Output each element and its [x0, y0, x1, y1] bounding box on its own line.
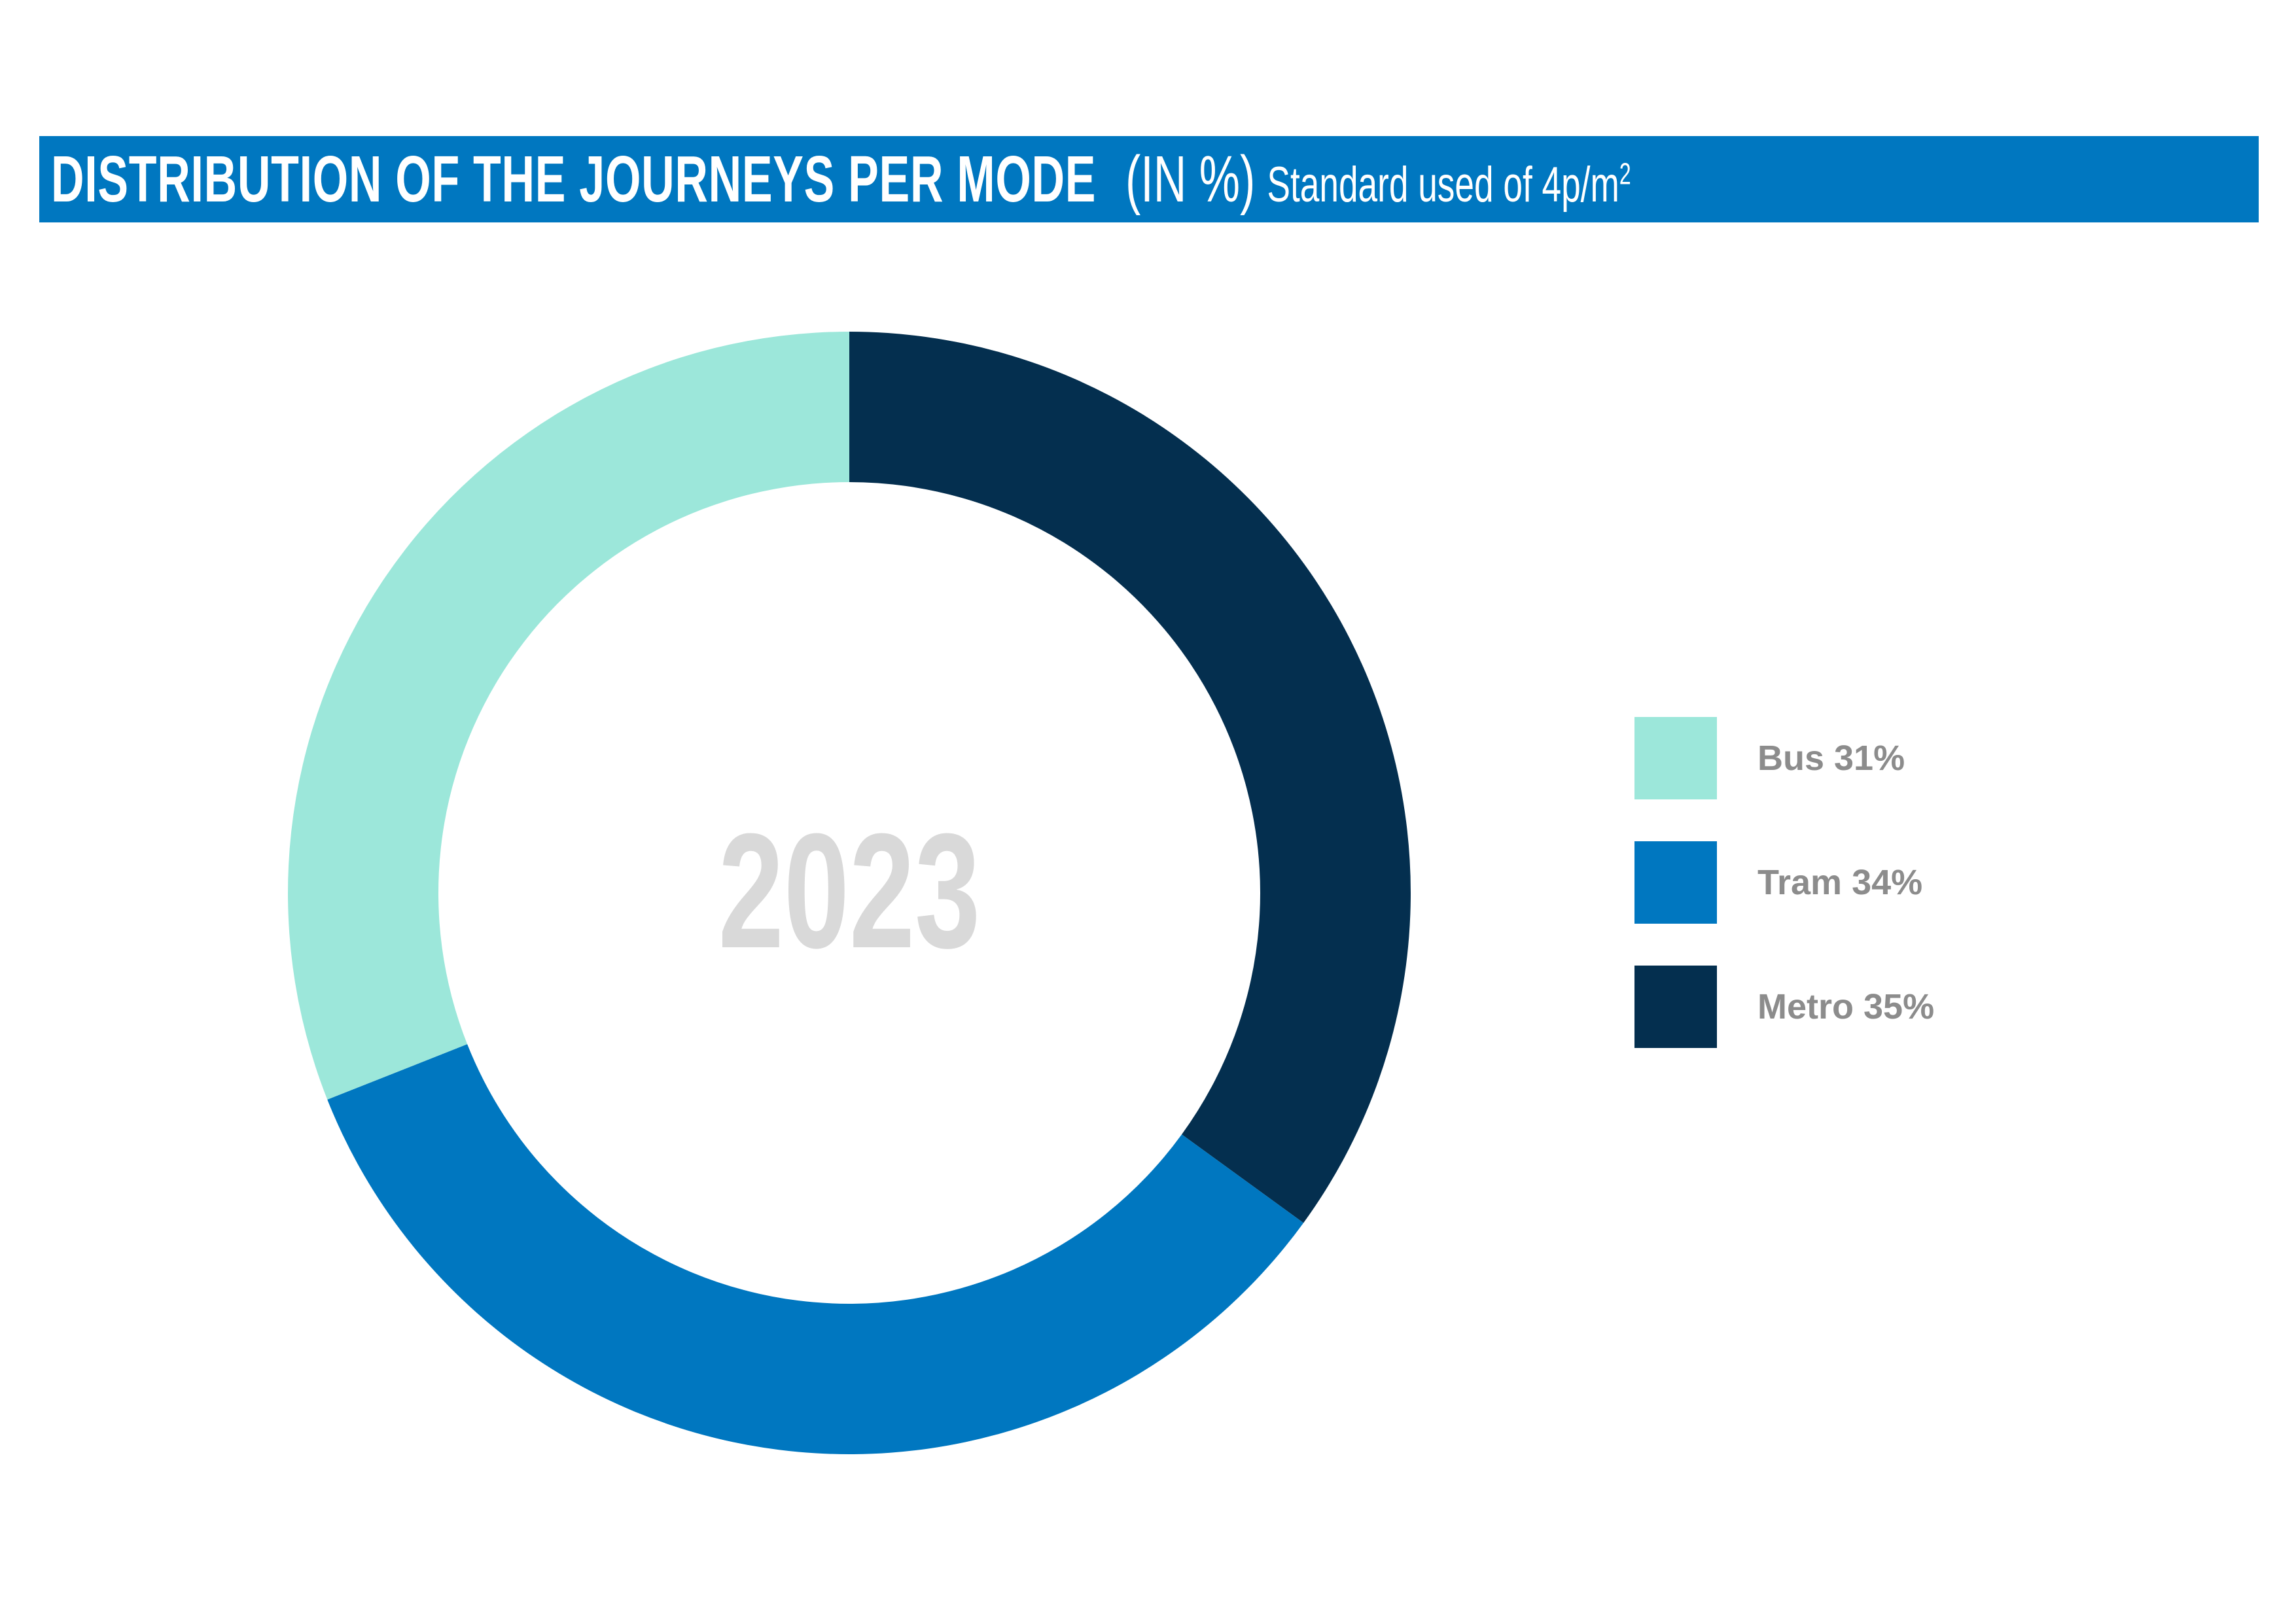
legend-swatch-metro	[1634, 966, 1717, 1048]
donut-slice-bus	[288, 332, 850, 1100]
donut-slices	[288, 332, 1411, 1454]
chart-title: DISTRIBUTION OF THE JOURNEYS PER MODE	[51, 142, 1097, 216]
donut-slice-tram	[327, 1044, 1304, 1454]
legend-label-bus: Bus 31%	[1757, 739, 1905, 778]
legend-label-tram: Tram 34%	[1757, 863, 1923, 902]
legend-swatch-tram	[1634, 841, 1717, 924]
legend-swatch-bus	[1634, 717, 1717, 799]
legend-item-bus: Bus 31%	[1634, 717, 1905, 799]
legend-item-metro: Metro 35%	[1634, 966, 1934, 1048]
chart-subtitle: Standard used of 4p/m2	[1267, 156, 1631, 213]
donut-slice-metro	[849, 332, 1411, 1223]
title-subtitle-group: (IN %) Standard used of 4p/m2	[1125, 142, 1631, 217]
donut-center-label: 2023	[718, 800, 980, 983]
legend-label-metro: Metro 35%	[1757, 987, 1935, 1026]
chart-subtitle-text: Standard used of 4p/m	[1267, 156, 1619, 213]
legend-item-tram: Tram 34%	[1634, 841, 1922, 924]
chart-subtitle-superscript: 2	[1619, 156, 1631, 191]
chart-unit: (IN %)	[1125, 142, 1255, 216]
title-bar: DISTRIBUTION OF THE JOURNEYS PER MODE (I…	[39, 136, 2259, 222]
